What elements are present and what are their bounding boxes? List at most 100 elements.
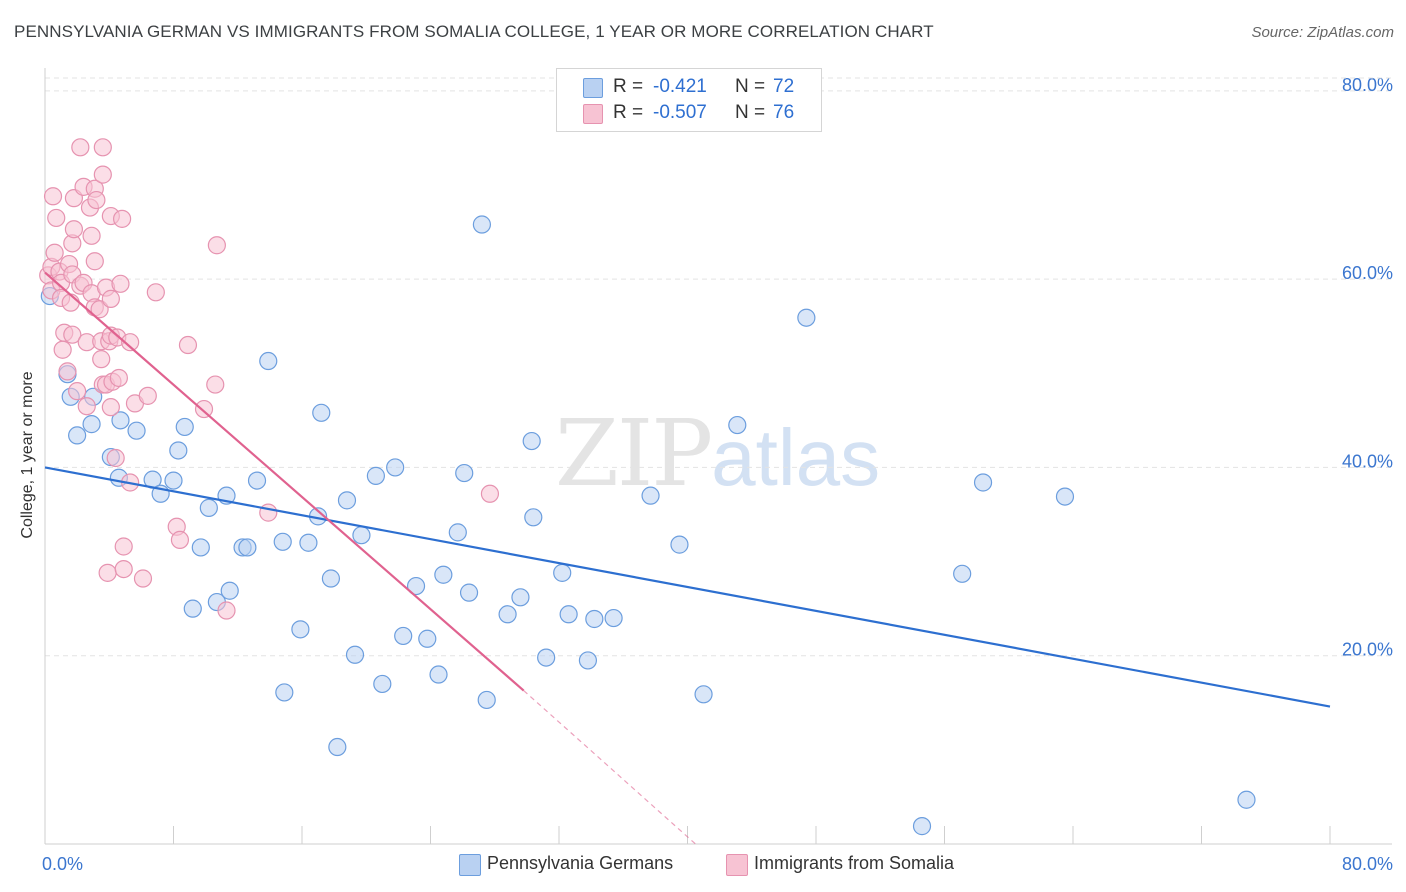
immigrants-from-somalia-point [111,274,130,293]
pennsylvania-germans-point [728,415,747,435]
immigrants-from-somalia-point [82,226,101,245]
pennsylvania-germans-point [670,535,689,554]
pennsylvania-germans-point [386,458,405,477]
immigrants-from-somalia-point [480,484,500,503]
pennsylvania-germans-point [183,599,202,618]
pennsylvania-germans-point [448,523,467,542]
immigrants-from-somalia-point [121,333,140,352]
immigrants-from-somalia-point [47,208,66,228]
y-tick-label: 60.0% [1342,263,1393,283]
chart-title: PENNSYLVANIA GERMAN VS IMMIGRANTS FROM S… [14,22,934,41]
pennsylvania-germans-point [275,683,294,702]
legend-swatch-blue [583,78,603,98]
immigrants-from-somalia-point [217,601,236,620]
legend-r-value: -0.421 [653,76,707,97]
pennsylvania-germans-point [328,737,347,757]
immigrants-from-somalia-point [114,559,133,579]
pennsylvania-germans-point [973,473,993,492]
immigrants-from-somalia-point [90,300,109,319]
pennsylvania-germans-point [604,608,623,628]
immigrants-from-somalia-point [58,362,77,381]
immigrants-from-somalia-point [71,138,90,157]
pennsylvania-germans-point [429,665,448,684]
pennsylvania-germans-point [273,532,292,551]
pennsylvania-germans-point [455,463,474,483]
legend-swatch-pink [583,104,603,124]
pennsylvania-germans-point [498,605,517,624]
immigrants-from-somalia-trendline-extension [523,690,696,845]
legend-n-label: N = [735,102,766,123]
pennsylvania-germans-point [511,588,530,607]
pennsylvania-germans-point [127,421,146,440]
y-tick-label: 40.0% [1342,451,1393,471]
immigrants-from-somalia-point [206,375,225,394]
legend-r-label: R = [613,76,644,97]
immigrants-from-somalia-point [109,368,128,388]
pennsylvania-germans-point [585,609,604,629]
pennsylvania-germans-point [953,564,972,583]
pennsylvania-germans-point [559,605,578,624]
immigrants-from-somalia-point [64,220,84,239]
pennsylvania-germans-point [169,441,188,460]
pennsylvania-germans-point [238,538,257,557]
pennsylvania-germans-trendline [44,466,1331,708]
bottom-legend-swatch-pink [726,854,748,876]
pennsylvania-germans-point [299,533,318,552]
pennsylvania-germans-point [247,471,267,490]
immigrants-from-somalia-point [146,283,165,302]
pennsylvania-germans-point [477,690,496,710]
immigrants-from-somalia-point [194,399,214,419]
immigrants-from-somalia-point [106,448,125,468]
pennsylvania-germans-point [434,565,453,584]
pennsylvania-germans-point [912,817,932,836]
immigrants-from-somalia-point [85,252,104,271]
pennsylvania-germans-point [373,674,392,694]
pennsylvania-germans-point [345,645,365,664]
pennsylvania-germans-point [175,417,194,437]
immigrants-from-somalia-point [93,138,112,157]
bottom-legend-label: Pennsylvania Germans [487,853,674,873]
immigrants-from-somalia-point [77,397,96,416]
pennsylvania-germans-point [164,471,183,490]
immigrants-from-somalia-point [207,236,226,255]
immigrants-from-somalia-point [92,350,111,369]
pennsylvania-germans-point [406,576,426,596]
bottom-legend-swatch-blue [459,854,481,876]
immigrants-from-somalia-point [101,289,120,308]
pennsylvania-germans-point [553,563,572,582]
immigrants-from-somalia-point [114,537,133,556]
pennsylvania-germans-point [797,308,816,327]
pennsylvania-germans-point [694,685,713,704]
watermark-zip: ZIP [555,400,713,507]
immigrants-from-somalia-point [93,165,112,184]
correlation-legend: R = -0.421 N = 72 R = -0.507 N = 76 [556,68,822,132]
immigrants-from-somalia-point [101,398,120,417]
bottom-legend-label: Immigrants from Somalia [754,853,955,873]
immigrants-from-somalia-point [45,243,64,262]
pennsylvania-germans-point [111,411,130,430]
pennsylvania-germans-point [524,508,543,527]
immigrants-from-somalia-point [259,503,278,522]
immigrants-from-somalia-point [53,340,72,359]
pennsylvania-germans-point [199,498,218,517]
y-tick-label: 80.0% [1342,75,1393,95]
pennsylvania-germans-point [259,351,278,371]
immigrants-from-somalia-point [61,293,80,312]
pennsylvania-germans-point [578,651,598,670]
pennsylvania-germans-point [394,626,413,646]
pennsylvania-germans-point [68,426,87,445]
pennsylvania-germans-point [220,581,239,600]
pennsylvania-germans-point [418,629,437,648]
pennsylvania-germans-point [82,415,101,434]
immigrants-from-somalia-point [178,335,198,355]
immigrants-from-somalia-point [112,209,132,228]
pennsylvania-germans-point [1237,790,1256,809]
y-tick-label: 20.0% [1342,640,1393,660]
x-tick-label-max: 80.0% [1342,854,1393,874]
pennsylvania-germans-point [641,486,660,505]
pennsylvania-germans-point [366,466,385,485]
immigrants-from-somalia-point [138,386,157,405]
pennsylvania-germans-point [191,538,210,557]
immigrants-from-somalia-trendline [44,271,525,692]
